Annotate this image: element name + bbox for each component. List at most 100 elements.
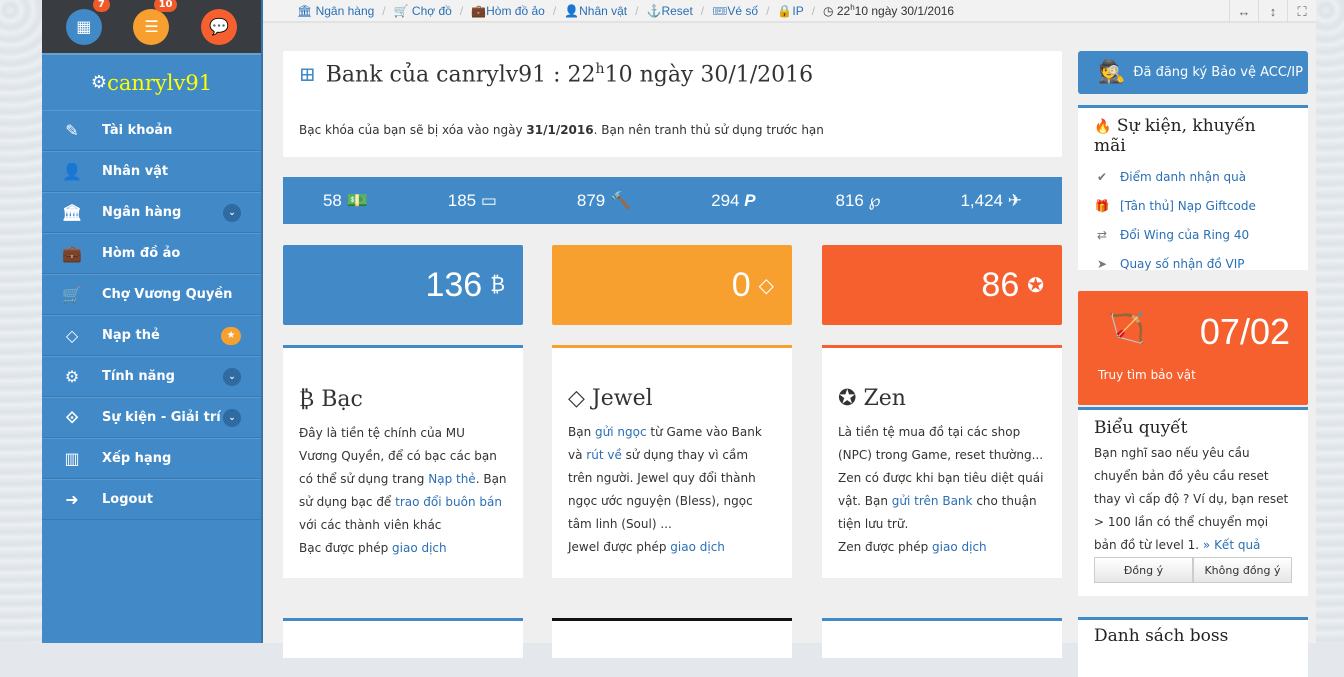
stat-pinterest: 816 ℘: [836, 191, 881, 211]
disagree-button[interactable]: Không đồng ý: [1193, 557, 1292, 583]
withdraw-link[interactable]: rút về: [586, 448, 622, 462]
right-column: 🕵 Đã đăng ký Bảo vệ ACC/IP 🔥 Sự kiện, khu…: [1078, 51, 1308, 677]
bar-chart-icon: ▥: [64, 449, 80, 468]
stat-card: 185 ▭: [448, 191, 497, 211]
sidebar-item-label: Hòm đồ ảo: [102, 246, 181, 261]
topup-link[interactable]: Nạp thẻ: [428, 472, 476, 486]
deposit-jewel-link[interactable]: gửi ngọc: [595, 425, 647, 439]
bitcoin-icon: ₿: [299, 387, 315, 412]
breadcrumb-ip[interactable]: 🔒IP: [777, 4, 803, 18]
edit-icon: ✎: [65, 121, 79, 140]
balance-value: 86: [981, 265, 1020, 304]
card-text: Bạn gửi ngọc từ Game vào Bank và rút về …: [568, 421, 776, 559]
transaction-link[interactable]: giao dịch: [932, 540, 987, 554]
sidebar-item-ranking[interactable]: ▥ Xếp hạng: [42, 438, 261, 479]
sidebar-item-virtual-chest[interactable]: 💼 Hòm đồ ảo: [42, 233, 261, 274]
sidebar: ▦ 7 ☰ 10 💬 ⚙ canrylv91 ✎ Tài khoản 👤 Nhân vật…: [42, 0, 263, 643]
calendar-icon: ▦: [76, 17, 92, 36]
suitcase-icon: 💼: [62, 244, 82, 263]
list-button[interactable]: ☰ 10: [133, 0, 178, 45]
boss-list-panel: Danh sách boss: [1078, 617, 1308, 677]
money-icon: 💵: [346, 190, 368, 210]
event-checkin[interactable]: ✔ Điểm danh nhận quà: [1094, 162, 1292, 191]
time-sup: h: [850, 3, 855, 12]
breadcrumb-lottery[interactable]: 🎟Vé số: [712, 4, 758, 18]
time-hour: 22: [836, 4, 851, 18]
diamond-icon: ◇: [568, 386, 585, 411]
sidebar-item-label: Tính năng: [102, 369, 175, 384]
trade-link[interactable]: trao đổi buôn bán: [395, 495, 502, 509]
breadcrumb-reset[interactable]: ⚓Reset: [646, 4, 692, 18]
separator: /: [766, 3, 770, 18]
deposit-zen-link[interactable]: gửi trên Bank: [891, 494, 973, 508]
balance-value: 136: [425, 265, 483, 304]
separator: /: [552, 3, 557, 18]
transaction-link[interactable]: giao dịch: [392, 541, 447, 555]
breadcrumb-bank[interactable]: 🏛 Ngân hàng: [297, 4, 374, 18]
sidebar-item-market[interactable]: 🛒 Chợ Vương Quyền: [42, 274, 261, 315]
sidebar-item-logout[interactable]: ➜ Logout: [42, 479, 261, 520]
event-lucky-draw[interactable]: ➤ Quay số nhận đồ VIP: [1094, 249, 1292, 278]
expand-horizontal-icon[interactable]: ↔: [1229, 0, 1258, 23]
fullscreen-icon[interactable]: ⛶: [1287, 0, 1316, 23]
sidebar-item-label: Nhân vật: [102, 164, 169, 179]
transaction-link[interactable]: giao dịch: [670, 540, 725, 554]
card-placeholder: [822, 618, 1062, 658]
separator: /: [635, 3, 639, 18]
plane-icon: ✈: [1007, 190, 1022, 210]
cart-icon: 🛒: [393, 3, 412, 18]
agree-button[interactable]: Đồng ý: [1094, 557, 1193, 583]
treasure-hunt-box[interactable]: 🏹 07/02 Truy tìm bảo vật: [1078, 291, 1308, 405]
background-pattern: [1316, 0, 1344, 643]
breadcrumb-character[interactable]: 👤Nhân vật: [564, 4, 627, 18]
title-sup: h: [595, 61, 605, 77]
event-label: Đổi Wing của Ring 40: [1120, 227, 1250, 242]
events-list: ✔ Điểm danh nhận quà 🎁 [Tân thủ] Nạp Giftc…: [1094, 162, 1292, 278]
stat-plane: 1,424 ✈: [960, 191, 1022, 211]
account-protection-button[interactable]: 🕵 Đã đăng ký Bảo vệ ACC/IP: [1078, 51, 1308, 94]
stats-bar: 58 💵 185 ▭ 879 🔨 294 P 816 ℘ 1,424 ✈: [283, 177, 1062, 224]
sidebar-item-features[interactable]: ⚙ Tính năng ⌄: [42, 356, 261, 397]
title-text: Bank của canrylv91 : 22h10 ngày 30/1/201…: [326, 61, 813, 87]
notification-badge: 10: [153, 0, 178, 12]
event-giftcode[interactable]: 🎁 [Tân thủ] Nạp Giftcode: [1094, 191, 1292, 220]
stat-gavel: 879 🔨: [577, 191, 631, 211]
list-icon: ☰: [144, 17, 159, 36]
gavel-icon: 🔨: [609, 190, 632, 210]
notification-bar: ▦ 7 ☰ 10 💬: [42, 0, 261, 55]
suitcase-icon: 💼: [471, 3, 487, 18]
sidebar-item-topup[interactable]: ◇ Nạp thẻ ★: [42, 315, 261, 356]
chevron-down-icon: ⌄: [223, 203, 241, 222]
stat-paypal: 294 P: [711, 191, 755, 211]
bank-icon: 🏛: [297, 3, 316, 18]
event-wing-exchange[interactable]: ⇄ Đổi Wing của Ring 40: [1094, 220, 1292, 249]
expand-vertical-icon[interactable]: ↕: [1258, 0, 1287, 23]
poll-buttons: Đồng ý Không đồng ý: [1094, 557, 1292, 583]
star-icon: ★: [221, 326, 241, 345]
chat-button[interactable]: 💬: [201, 8, 238, 45]
separator: /: [811, 3, 816, 18]
breadcrumb-chest[interactable]: 💼Hòm đồ ảo: [471, 4, 545, 18]
button-label: Đã đăng ký Bảo vệ ACC/IP: [1133, 65, 1303, 80]
panel-title: 🔥 Sự kiện, khuyến mãi: [1094, 116, 1292, 156]
stat-value: 58: [322, 190, 342, 210]
lock-icon: 🔒: [777, 3, 793, 18]
card-text: Đây là tiền tệ chính của MU Vương Quyền,…: [299, 422, 507, 560]
sidebar-item-account[interactable]: ✎ Tài khoản: [42, 110, 261, 151]
chat-icon: 💬: [209, 17, 230, 36]
diamond-icon: ◇: [758, 274, 774, 297]
username[interactable]: ⚙ canrylv91: [42, 55, 261, 110]
windows-icon: ⊞: [299, 62, 316, 87]
breadcrumb-label: IP: [792, 3, 804, 18]
sidebar-nav: ✎ Tài khoản 👤 Nhân vật 🏛 Ngân hàng ⌄ 💼 Hòm đồ…: [42, 110, 261, 520]
sidebar-item-character[interactable]: 👤 Nhân vật: [42, 151, 261, 192]
card-title-text: Zen: [863, 386, 906, 411]
calendar-button[interactable]: ▦ 7: [65, 0, 110, 45]
breadcrumb-market[interactable]: 🛒 Chợ đồ: [394, 4, 452, 18]
sidebar-item-events[interactable]: ⟐ Sự kiện - Giải trí ⌄: [42, 397, 261, 438]
sign-out-icon: ➜: [65, 490, 79, 509]
sidebar-item-label: Nạp thẻ: [102, 328, 160, 343]
ticket-icon: 🎟: [712, 3, 728, 18]
sidebar-item-bank[interactable]: 🏛 Ngân hàng ⌄: [42, 192, 261, 233]
results-link[interactable]: » Kết quả: [1202, 538, 1261, 552]
